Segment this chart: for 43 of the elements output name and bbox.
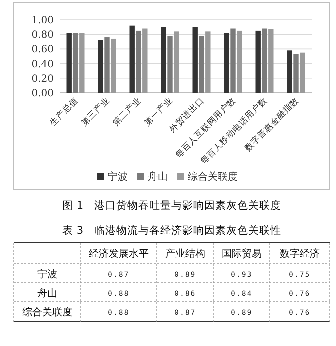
- x-tick-label: 国际贸易: [222, 248, 262, 260]
- bar: [66, 33, 72, 93]
- y-tick-label: 0.80: [32, 30, 54, 42]
- bar: [287, 50, 292, 93]
- x-tick-label: 产业结构: [166, 248, 206, 260]
- bar: [161, 27, 166, 93]
- bar: [262, 28, 268, 93]
- legend-label: 舟山: [148, 171, 168, 183]
- x-tick-label: 经济发展水平: [89, 248, 149, 260]
- legend-label: 宁波: [108, 171, 128, 183]
- bar: [192, 27, 198, 93]
- x-tick-label: 数字经济: [280, 248, 320, 260]
- bar: [80, 33, 85, 93]
- y-tick-label: 0.20: [32, 74, 54, 85]
- bar: [230, 28, 236, 93]
- bar: [111, 38, 116, 93]
- x-tick-label: 第二产业: [110, 95, 144, 129]
- legend-label: 综合关联度: [188, 171, 238, 183]
- bar: [174, 32, 180, 93]
- bar: [104, 38, 110, 93]
- y-tick-label: 综合关联度: [22, 306, 72, 318]
- y-tick-label: 0.40: [32, 59, 54, 70]
- text: 图 1 港口货物吞吐量与影响因素灰色关联度: [62, 199, 282, 212]
- bar: [224, 33, 230, 93]
- bar: [268, 29, 274, 93]
- y-tick-label: 舟山: [38, 288, 58, 300]
- bar: [237, 30, 242, 93]
- y-tick-label: 宁波: [38, 268, 58, 280]
- bar: [206, 32, 211, 93]
- bar: [294, 54, 299, 93]
- y-tick-label: 0.60: [32, 44, 54, 56]
- bar: [130, 26, 135, 93]
- bar: [256, 30, 261, 93]
- bar: [142, 28, 148, 93]
- bar: [73, 33, 78, 93]
- bar: [300, 52, 306, 93]
- chart-title: 表 3 临港物流与各经济影响因素灰色关联性: [62, 224, 282, 237]
- bar: [199, 36, 204, 93]
- bar: [136, 30, 142, 93]
- y-tick-label: 1.00: [32, 16, 54, 26]
- bar: [168, 36, 173, 93]
- bar: [98, 40, 104, 93]
- x-tick-label: 第三产业: [79, 95, 112, 129]
